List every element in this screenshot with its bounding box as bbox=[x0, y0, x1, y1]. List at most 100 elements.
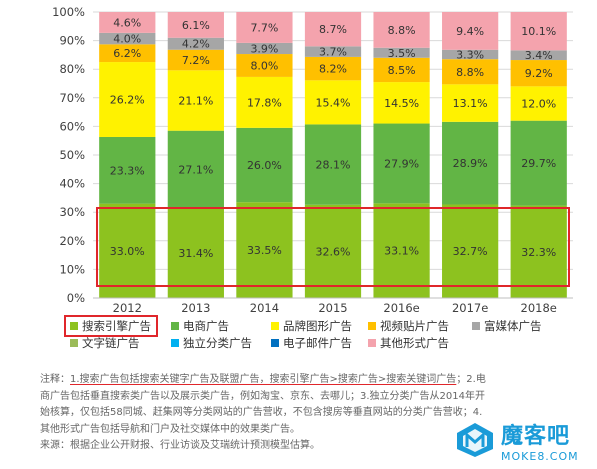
bar-segments bbox=[99, 12, 567, 298]
data-label: 21.1% bbox=[178, 95, 213, 108]
data-label: 28.1% bbox=[316, 159, 351, 172]
data-label: 8.5% bbox=[388, 64, 416, 77]
y-tick-label: 40% bbox=[59, 177, 85, 191]
bar-segment bbox=[442, 204, 499, 298]
bar-segment bbox=[99, 136, 156, 204]
data-label: 13.1% bbox=[453, 97, 488, 110]
x-tick-label: 2012 bbox=[113, 301, 142, 312]
watermark: 魔客吧 MOKE8.COM bbox=[455, 413, 595, 467]
bar-segment bbox=[442, 121, 499, 205]
data-label: 33.0% bbox=[110, 245, 145, 258]
data-label: 32.6% bbox=[316, 245, 351, 258]
legend-label-search-ads: 搜索引擎广告 bbox=[82, 319, 151, 333]
data-label: 7.7% bbox=[250, 21, 278, 34]
chart-notes: 注释：1.搜索广告包括搜索关键字广告及联盟广告，搜索引擎广告>搜索广告>搜索关键… bbox=[40, 372, 575, 455]
data-label: 33.5% bbox=[247, 244, 282, 257]
legend-swatch-text-link-ads bbox=[70, 339, 78, 347]
bar-segment bbox=[99, 62, 156, 137]
moke8-logo-icon bbox=[457, 423, 493, 457]
bar-segment bbox=[167, 130, 224, 209]
data-label: 8.7% bbox=[319, 23, 347, 36]
bar-segment bbox=[373, 123, 430, 204]
bar-segment bbox=[442, 12, 499, 50]
data-label: 28.9% bbox=[453, 157, 488, 170]
legend-swatch-rich-media-ads bbox=[472, 322, 480, 330]
y-tick-label: 50% bbox=[59, 148, 85, 162]
y-tick-label: 100% bbox=[52, 5, 85, 19]
bar-segment bbox=[167, 208, 224, 298]
bar-segment bbox=[236, 127, 293, 203]
data-label: 32.7% bbox=[453, 245, 488, 258]
data-label: 12.0% bbox=[521, 98, 556, 111]
x-axis-ticks: 2012 2013 2014 2015 2016e 2017e 2018e bbox=[113, 301, 557, 312]
data-label: 8.2% bbox=[319, 63, 347, 76]
data-label: 14.5% bbox=[384, 97, 419, 110]
bar-segment bbox=[442, 59, 499, 85]
x-tick-label: 2017e bbox=[452, 301, 488, 312]
data-label: 6.2% bbox=[113, 47, 141, 60]
legend-label-brand-graphic-ads: 品牌图形广告 bbox=[283, 319, 352, 333]
legend-item-brand-graphic-ads: 品牌图形广告 bbox=[271, 318, 352, 334]
bar-segment bbox=[373, 12, 430, 48]
data-labels: 33.0% 23.3% 26.2% 6.2%4.0% 4.6% 31.4% 27.1% 21.… bbox=[110, 16, 556, 260]
data-label: 3.9% bbox=[250, 42, 278, 55]
data-label: 10.1% bbox=[521, 25, 556, 38]
bar-segment bbox=[373, 82, 430, 124]
bar-segment bbox=[373, 57, 430, 83]
note-highlighted-text: 1.搜索广告包括搜索关键字广告及联盟广告，搜索引擎广告>搜索广告>搜索关键词广告 bbox=[70, 374, 457, 385]
data-label: 4.0% bbox=[113, 33, 141, 46]
legend-item-video-ads: 视频贴片广告 bbox=[368, 318, 449, 334]
data-label: 8.0% bbox=[250, 59, 278, 72]
bar-segment bbox=[442, 84, 499, 122]
bar-segment bbox=[167, 12, 224, 38]
bar-segment bbox=[236, 42, 293, 55]
legend-label-text-link-ads: 文字链广告 bbox=[82, 336, 140, 350]
bar-segment bbox=[373, 47, 430, 58]
bar-segment bbox=[510, 50, 567, 61]
data-label: 9.4% bbox=[456, 25, 484, 38]
bar-segment bbox=[99, 32, 156, 45]
data-label: 27.1% bbox=[178, 163, 213, 176]
data-label: 8.8% bbox=[456, 66, 484, 79]
legend-label-ecommerce-ads: 电商广告 bbox=[183, 319, 229, 333]
bar-segment bbox=[236, 54, 293, 77]
note-line-2: 商广告包括垂直搜索类广告以及展示类广告，例如淘宝、京东、去哪儿；3.独立分类广告… bbox=[40, 390, 485, 402]
data-label: 3.7% bbox=[319, 46, 347, 59]
y-axis-ticks: 0% 10% 20% 30% 40% 50% 60% 70% 80% 90% 100% bbox=[52, 5, 85, 305]
note-line-4: 其他形式广告包括导航和门户及社交媒体中的效果类广告。 bbox=[40, 423, 300, 435]
data-label: 27.9% bbox=[384, 157, 419, 170]
bar-segment bbox=[304, 80, 362, 125]
legend: 搜索引擎广告 电商广告 品牌图形广告 视频贴片广告 富媒体广告 文字链广告 独立… bbox=[64, 315, 550, 352]
data-label: 26.0% bbox=[247, 159, 282, 172]
legend-item-other-ads: 其他形式广告 bbox=[368, 335, 449, 351]
legend-row-1: 搜索引擎广告 电商广告 品牌图形广告 视频贴片广告 富媒体广告 bbox=[64, 315, 550, 337]
data-label: 23.3% bbox=[110, 164, 145, 177]
legend-label-classified-ads: 独立分类广告 bbox=[183, 336, 252, 350]
legend-label-video-ads: 视频贴片广告 bbox=[380, 319, 449, 333]
bar-segment bbox=[510, 205, 567, 298]
legend-item-ecommerce-ads: 电商广告 bbox=[171, 318, 229, 334]
x-tick-label: 2014 bbox=[250, 301, 279, 312]
y-tick-label: 20% bbox=[59, 234, 85, 248]
bar-segment bbox=[442, 49, 499, 60]
legend-swatch-classified-ads bbox=[171, 339, 179, 347]
data-label: 4.6% bbox=[113, 16, 141, 29]
bar-segment bbox=[167, 70, 224, 131]
y-tick-label: 10% bbox=[59, 262, 85, 276]
y-tick-label: 80% bbox=[59, 62, 85, 76]
bar-segment bbox=[99, 44, 156, 63]
legend-label-rich-media-ads: 富媒体广告 bbox=[484, 319, 542, 333]
watermark-title: 魔客吧 bbox=[501, 423, 571, 449]
watermark-subtitle: MOKE8.COM bbox=[501, 449, 579, 463]
data-label: 15.4% bbox=[316, 96, 351, 109]
legend-item-classified-ads: 独立分类广告 bbox=[171, 335, 252, 351]
data-label: 7.2% bbox=[182, 54, 210, 67]
legend-item-search-ads: 搜索引擎广告 bbox=[64, 315, 158, 337]
legend-item-rich-media-ads: 富媒体广告 bbox=[472, 318, 542, 334]
bar-segment bbox=[510, 120, 567, 206]
legend-item-text-link-ads: 文字链广告 bbox=[70, 335, 140, 351]
bar-segment bbox=[99, 12, 156, 33]
bar-segment bbox=[99, 203, 156, 298]
legend-swatch-ecommerce-ads bbox=[171, 322, 179, 330]
data-label: 31.4% bbox=[178, 247, 213, 260]
